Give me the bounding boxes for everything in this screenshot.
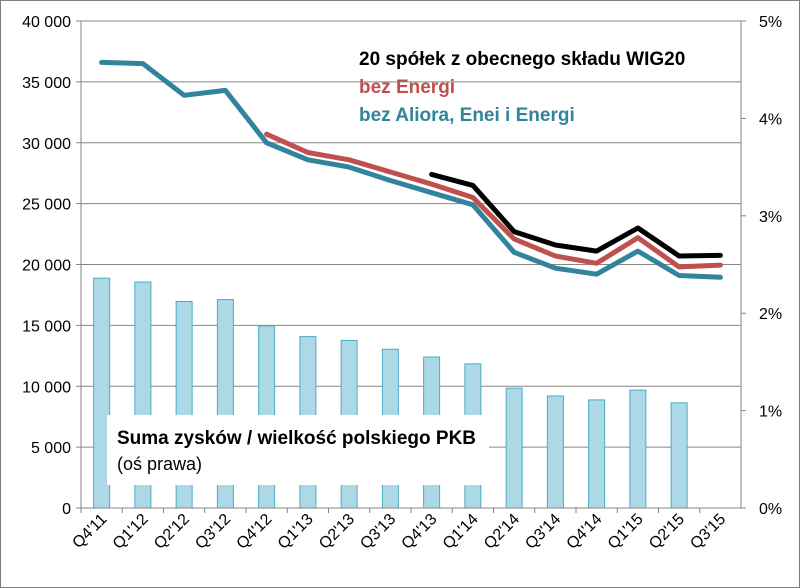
- x-tick-label: Q2'13: [316, 511, 358, 553]
- left-tick-label: 35 000: [22, 75, 71, 92]
- right-tick-label: 1%: [759, 404, 782, 421]
- x-tick-label: Q4'11: [69, 511, 110, 552]
- annotation-title: Suma zysków / wielkość polskiego PKB: [117, 428, 476, 449]
- x-tick-label: Q1'12: [110, 511, 152, 553]
- x-tick-label: Q4'14: [564, 511, 606, 553]
- x-tick-label: Q3'15: [687, 511, 729, 553]
- left-tick-label: 20 000: [22, 258, 71, 275]
- x-tick-label: Q1'13: [275, 511, 317, 553]
- legend-item-wig20: 20 spółek z obecnego składu WIG20: [359, 49, 685, 70]
- annotation-subtitle: (oś prawa): [117, 454, 202, 474]
- right-tick-label: 3%: [759, 209, 782, 226]
- annotation-box: [107, 415, 489, 485]
- x-tick-label: Q1'14: [440, 511, 482, 553]
- left-tick-label: 30 000: [22, 136, 71, 153]
- x-tick-label: Q2'15: [646, 511, 688, 553]
- x-tick-label: Q4'13: [399, 511, 441, 553]
- legend-item-bez-aliora: bez Aliora, Enei i Energi: [359, 105, 575, 126]
- right-tick-label: 2%: [759, 306, 782, 323]
- left-tick-label: 40 000: [22, 14, 71, 31]
- legend-item-bez-energi: bez Energi: [359, 77, 455, 98]
- bar: [629, 389, 647, 509]
- series-lines: [99, 59, 723, 280]
- x-tick-label: Q3'13: [357, 511, 399, 553]
- legend: 20 spółek z obecnego składu WIG20 bez En…: [359, 49, 685, 126]
- left-tick-label: 10 000: [22, 379, 71, 396]
- series-line: [264, 131, 723, 270]
- x-tick-label: Q2'14: [481, 511, 523, 553]
- bar: [670, 402, 688, 509]
- series-line: [429, 171, 723, 259]
- series-line: [99, 59, 723, 280]
- x-tick-label: Q3'14: [522, 511, 564, 553]
- bar: [588, 399, 606, 509]
- x-tick-label: Q3'12: [192, 511, 234, 553]
- bar: [546, 395, 564, 509]
- left-tick-label: 5 000: [31, 440, 71, 457]
- right-tick-label: 0%: [759, 501, 782, 518]
- right-tick-label: 5%: [759, 14, 782, 31]
- bar: [505, 387, 523, 509]
- left-tick-label: 0: [62, 501, 71, 518]
- x-tick-label: Q4'12: [234, 511, 276, 553]
- left-tick-label: 15 000: [22, 318, 71, 335]
- x-tick-label: Q2'12: [151, 511, 193, 553]
- left-tick-label: 25 000: [22, 197, 71, 214]
- x-tick-label: Q1'15: [605, 511, 647, 553]
- right-tick-label: 4%: [759, 111, 782, 128]
